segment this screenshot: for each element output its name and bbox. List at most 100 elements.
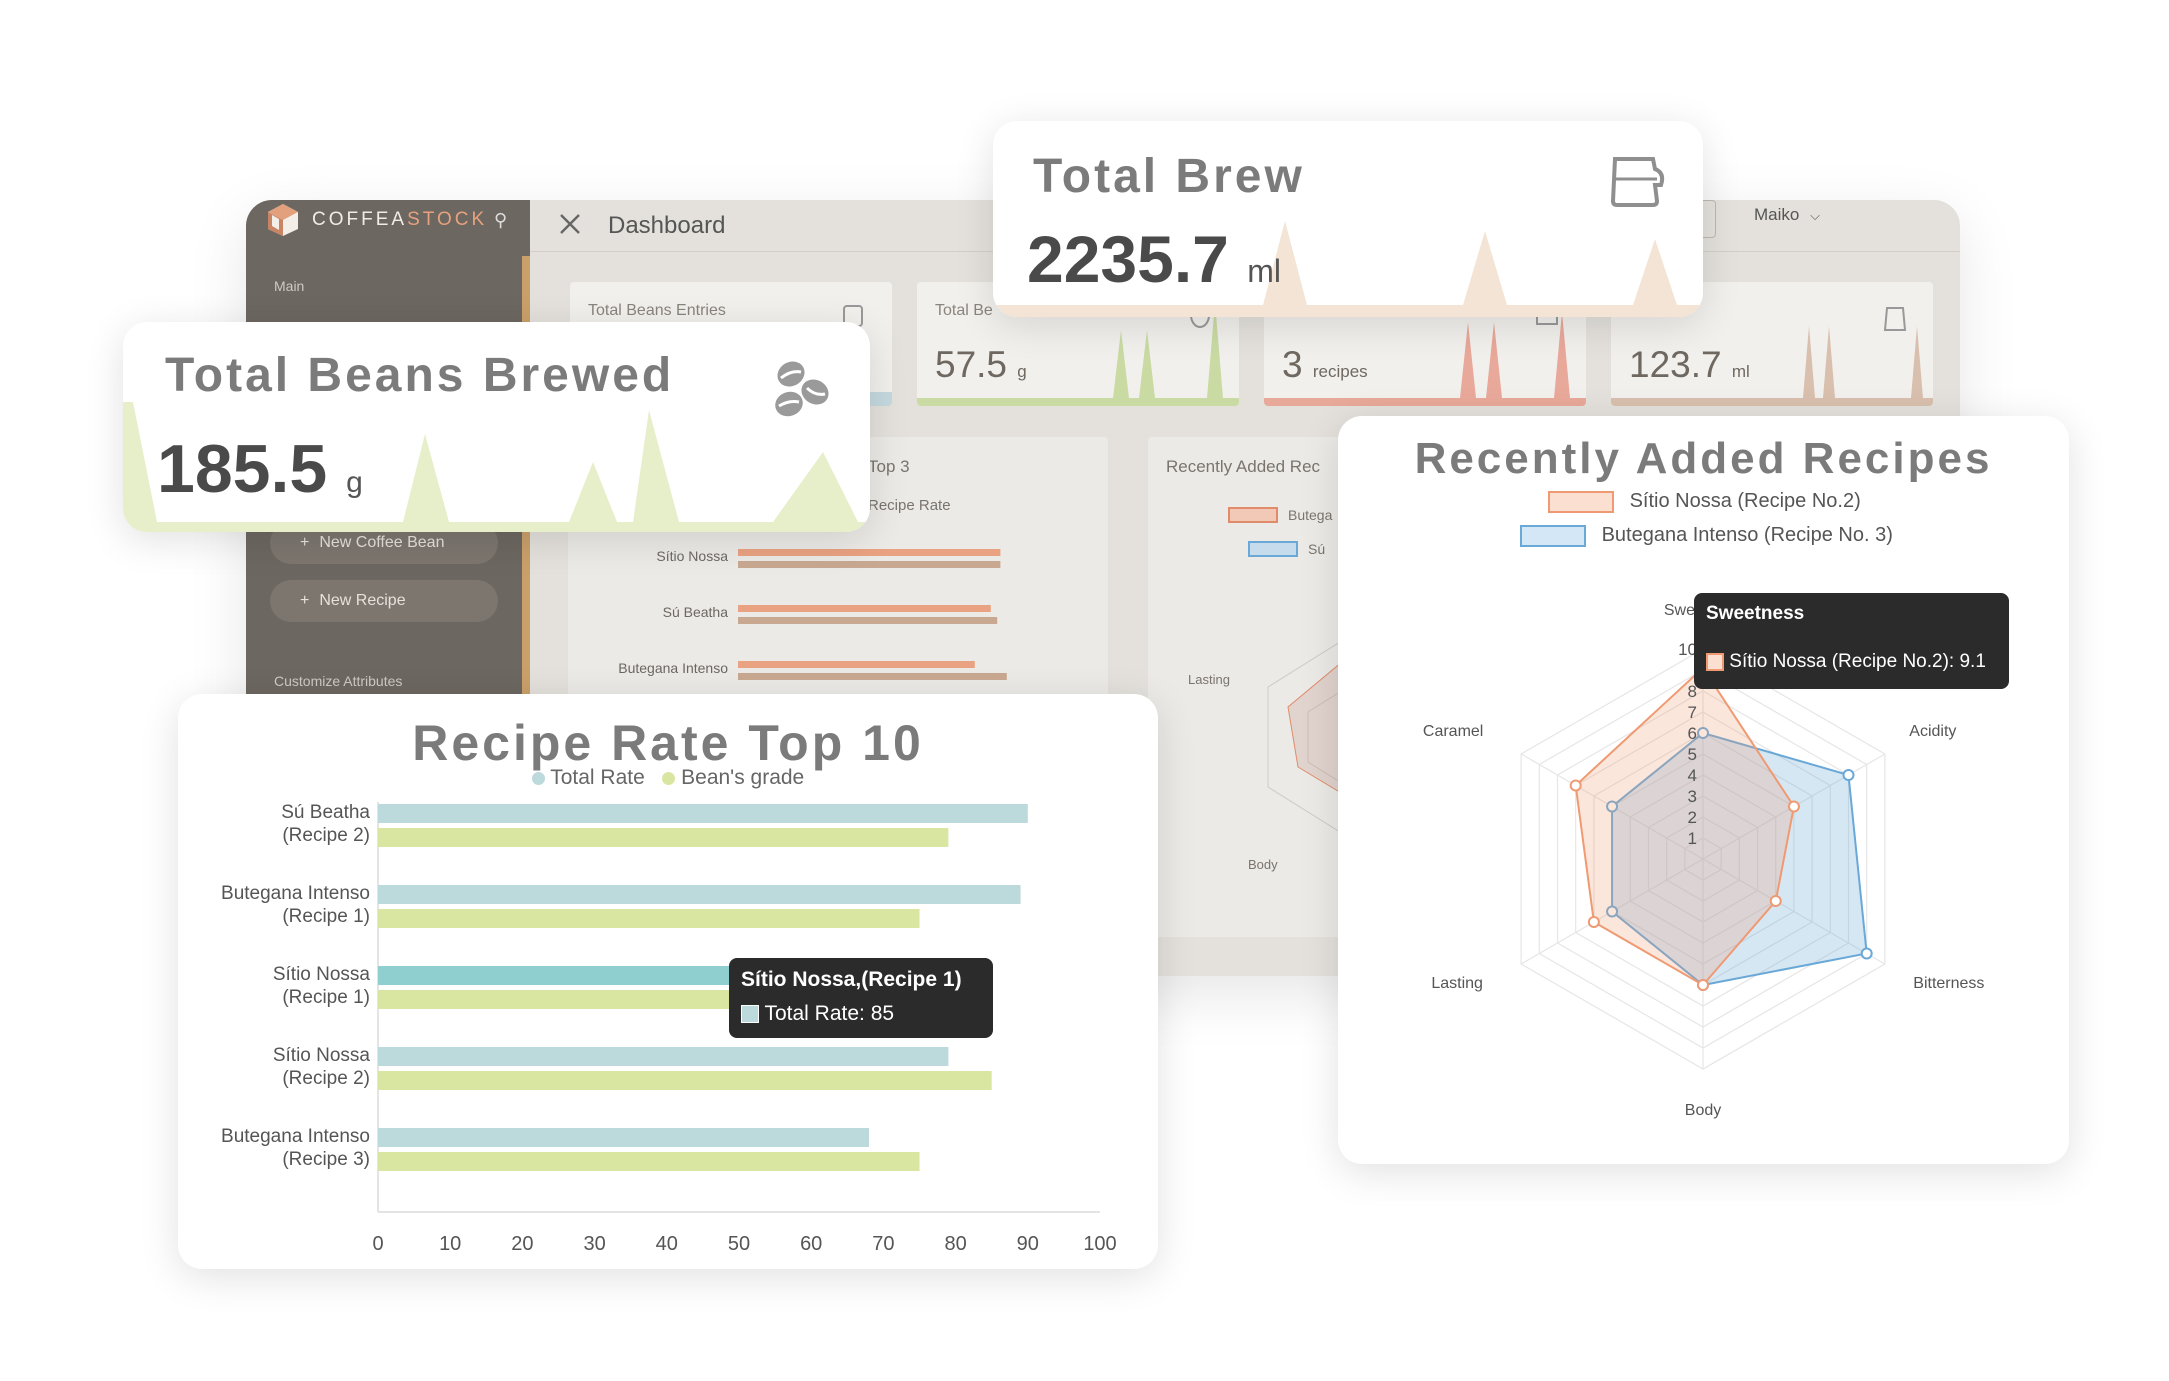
total-brew-value: 2235.7 ml <box>1027 222 1281 296</box>
coffee-pot-icon <box>1879 300 1913 334</box>
radar-axis-label: Caramel <box>1423 723 1483 740</box>
rate-chart-legend: Total Rate Bean's grade <box>178 766 1158 790</box>
x-tick-label: 90 <box>1017 1233 1039 1255</box>
legend-label-grade: Bean's grade <box>681 766 805 789</box>
bar-total-rate <box>378 1128 869 1147</box>
stat-value: 57.5 g <box>935 344 1027 385</box>
new-recipe-label: New Recipe <box>319 592 406 609</box>
category-label: Sítio Nossa <box>273 1045 371 1066</box>
bar-total-rate <box>378 1047 949 1066</box>
radar-point <box>1606 905 1619 918</box>
radar-point <box>1769 895 1782 907</box>
axis-label: Body <box>1248 857 1278 872</box>
bar-grade <box>738 561 1001 568</box>
x-tick-label: 10 <box>439 1233 461 1255</box>
radar-point <box>1697 979 1709 991</box>
radar-tick-label: 1 <box>1688 829 1697 848</box>
bar-label: Sú Beatha <box>663 604 729 620</box>
radar-axis-label: Lasting <box>1431 975 1483 992</box>
close-icon[interactable] <box>558 212 582 236</box>
legend-swatch <box>1248 541 1298 557</box>
coffee-beans-icon <box>775 361 829 417</box>
x-tick-label: 100 <box>1083 1233 1116 1255</box>
top3-chart: Sítio Nossa Sú Beatha Butegana Intenso <box>618 548 1007 680</box>
category-label: (Recipe 1) <box>282 906 370 927</box>
x-tick-label: 20 <box>511 1233 533 1255</box>
total-beans-title: Total Beans Brewed <box>165 349 675 402</box>
radar-axis-label: Body <box>1685 1102 1721 1119</box>
total-brew-sparkline <box>993 221 1703 317</box>
user-menu[interactable]: Maiko ⌵ <box>1754 205 1820 225</box>
panel-title: Recently Added Rec <box>1166 457 1321 476</box>
total-beans-value: 185.5 g <box>157 431 363 507</box>
radar-point <box>1697 727 1709 739</box>
recent-recipes-card: Recently Added Recipes Sítio Nossa (Reci… <box>1338 416 2069 1164</box>
category-label: (Recipe 2) <box>282 825 370 846</box>
sidebar-section-customize: Customize Attributes <box>274 673 403 689</box>
brand-name: COFFEASTOCK <box>312 209 488 230</box>
pin-icon[interactable]: ⚲ <box>494 210 508 230</box>
sidebar-scrollbar[interactable] <box>522 256 530 976</box>
plus-icon: + <box>300 592 310 609</box>
radar-chart-title: Recently Added Recipes <box>1414 434 1993 483</box>
x-tick-label: 80 <box>944 1233 966 1255</box>
radar-tick-label: 4 <box>1688 766 1697 785</box>
radar-tick-label: 8 <box>1688 682 1697 701</box>
stat-value: 3 recipes <box>1282 344 1368 385</box>
category-label: (Recipe 1) <box>282 987 370 1008</box>
stat-title: Total Be <box>935 302 993 319</box>
total-beans-sparkline <box>123 402 870 532</box>
category-label: (Recipe 2) <box>282 1068 370 1089</box>
category-label: (Recipe 3) <box>282 1149 370 1170</box>
radar-spoke <box>1702 858 1886 965</box>
panel-subtitle: Recipe Rate <box>868 497 951 514</box>
total-brew-card: Total Brew 2235.7 ml <box>993 121 1703 317</box>
legend-swatch <box>1228 507 1278 523</box>
radar-axis-label: Bitterness <box>1913 975 1984 992</box>
legend-label-rate: Total Rate <box>550 766 645 789</box>
radar-tick-label: 7 <box>1688 703 1697 722</box>
category-label: Butegana Intenso <box>221 883 370 904</box>
tooltip-title: Sweetness <box>1706 603 1805 624</box>
logo-icon <box>264 202 302 238</box>
x-tick-label: 70 <box>872 1233 894 1255</box>
tooltip-body: Total Rate: 85 <box>741 1002 894 1026</box>
x-tick-label: 60 <box>800 1233 822 1255</box>
bar-grade <box>738 673 1007 680</box>
tooltip-swatch <box>1706 652 1724 671</box>
bar-label: Sítio Nossa <box>656 548 728 564</box>
rate-chart-title: Recipe Rate Top 10 <box>412 715 924 771</box>
radar-tick-label: 10 <box>1678 640 1697 659</box>
radar-point <box>1606 800 1619 813</box>
coffee-pot-icon <box>1610 157 1665 207</box>
bar-total-rate <box>378 885 1021 904</box>
legend-swatch <box>1520 524 1586 547</box>
tooltip-title: Sítio Nossa,(Recipe 1) <box>741 968 962 991</box>
bar-beans-grade <box>378 1071 992 1090</box>
page-title: Dashboard <box>608 212 726 239</box>
bar-rate <box>738 661 975 668</box>
radar-tick-label: 5 <box>1688 745 1697 764</box>
radar-legend-b: Butegana Intenso (Recipe No. 3) <box>1520 524 1893 547</box>
category-label: Butegana Intenso <box>221 1126 370 1147</box>
x-tick-label: 0 <box>372 1233 383 1255</box>
stat-value: 123.7 ml <box>1629 344 1750 385</box>
radar-legend-a: Sítio Nossa (Recipe No.2) <box>1548 490 1861 513</box>
radar-point <box>1842 769 1855 781</box>
x-tick-label: 40 <box>656 1233 678 1255</box>
radar-chart-tooltip: Sweetness Sítio Nossa (Recipe No.2): 9.1 <box>1694 593 2009 689</box>
radar-point <box>1787 800 1800 813</box>
rate-chart: Sú Beatha(Recipe 2)Butegana Intenso(Reci… <box>221 802 1117 1255</box>
x-tick-label: 30 <box>583 1233 605 1255</box>
tooltip-body: Sítio Nossa (Recipe No.2): 9.1 <box>1706 651 1986 673</box>
user-name: Maiko <box>1754 205 1800 224</box>
radar-chart: 1 2 3 4 5 6 7 8 10 Sweetness Acidity Bitterness Body… <box>1423 602 1985 1119</box>
legend-dot <box>662 771 676 785</box>
radar-point <box>1569 779 1582 792</box>
radar-tick-label: 3 <box>1688 787 1697 806</box>
new-recipe-button[interactable]: + New Recipe <box>270 580 498 622</box>
bar-beans-grade <box>378 1152 920 1171</box>
sidebar-section-main: Main <box>274 278 305 294</box>
legend-label: Sú <box>1308 541 1326 557</box>
bar-total-rate <box>378 804 1028 823</box>
